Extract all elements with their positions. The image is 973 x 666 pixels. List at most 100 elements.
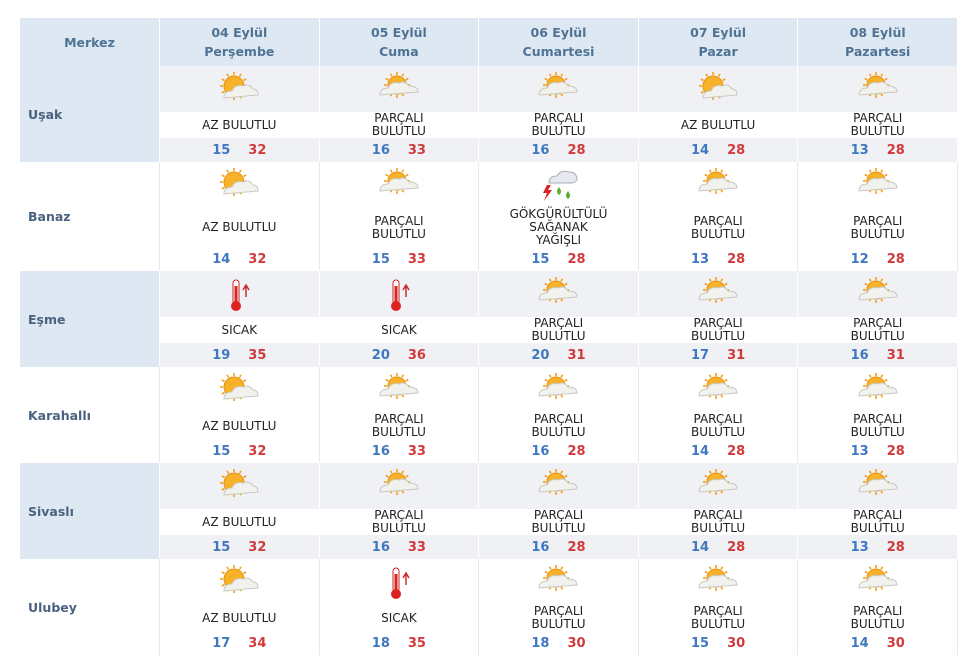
weather-icon — [698, 469, 738, 495]
condition: PARÇALI BULUTLU — [850, 213, 905, 241]
condition: PARÇALI BULUTLU — [850, 508, 905, 535]
min-temp: 15 — [212, 539, 231, 555]
forecast-cell: PARÇALI BULUTLU 15 33 — [320, 162, 480, 271]
location-row: Eşme SICAK 19 35 SICAK 20 36 PARÇALI BULUTLU 20 3… — [20, 271, 958, 367]
min-temp: 14 — [691, 142, 710, 158]
min-temp: 18 — [371, 635, 390, 651]
day-date: 05 Eylül — [370, 25, 427, 40]
icon-area — [160, 367, 319, 413]
icon-area — [479, 271, 638, 317]
condition: AZ BULUTLU — [202, 514, 277, 529]
forecast-cell: PARÇALI BULUTLU 16 28 — [479, 463, 639, 559]
max-temp: 28 — [886, 443, 905, 459]
forecast-cell: AZ BULUTLU 15 32 — [160, 367, 320, 463]
forecast-cell: AZ BULUTLU 15 32 — [160, 463, 320, 559]
icon-area — [479, 367, 638, 413]
weather-icon — [858, 469, 898, 495]
temperatures: 14 28 — [639, 439, 798, 463]
max-temp: 33 — [407, 443, 426, 459]
forecast-cell: PARÇALI BULUTLU 13 28 — [798, 66, 958, 162]
condition: PARÇALI BULUTLU — [850, 111, 905, 138]
location-header: Merkez — [20, 18, 160, 66]
day-name: Cumartesi — [522, 44, 595, 59]
forecast-cell: AZ BULUTLU 15 32 — [160, 66, 320, 162]
weather-icon — [699, 72, 738, 100]
icon-area — [320, 162, 479, 208]
min-temp: 16 — [371, 539, 390, 555]
max-temp: 28 — [886, 539, 905, 555]
location-row: Uşak AZ BULUTLU 15 32 PARÇALI BULUTLU 16 33 PAR… — [20, 66, 958, 162]
min-temp: 12 — [850, 251, 869, 267]
day-header: 07 Eylül Pazar — [639, 18, 799, 66]
max-temp: 28 — [727, 251, 746, 267]
icon-area — [319, 66, 479, 112]
condition: PARÇALI BULUTLU — [371, 412, 426, 439]
day-name: Pazartesi — [845, 44, 911, 59]
min-temp: 13 — [691, 251, 710, 267]
temperatures: 12 28 — [798, 247, 957, 271]
forecast-cell: AZ BULUTLU 14 32 — [160, 162, 320, 271]
forecast-cell: PARÇALI BULUTLU 16 33 — [320, 367, 480, 463]
condition: SICAK — [221, 322, 258, 337]
max-temp: 34 — [248, 635, 267, 651]
forecast-cell: PARÇALI BULUTLU 16 31 — [798, 271, 958, 367]
weather-icon — [538, 72, 578, 98]
condition: AZ BULUTLU — [202, 117, 277, 132]
condition: PARÇALI BULUTLU — [691, 412, 746, 439]
max-temp: 32 — [248, 443, 267, 459]
icon-area — [320, 367, 479, 413]
weather-icon — [698, 373, 738, 399]
weather-icon — [538, 373, 578, 399]
weather-icon — [231, 279, 250, 311]
icon-area — [638, 463, 798, 509]
min-temp: 15 — [371, 251, 390, 267]
icon-area — [638, 66, 798, 112]
icon-area — [319, 271, 479, 317]
min-temp: 16 — [531, 142, 550, 158]
max-temp: 33 — [407, 251, 426, 267]
location-row: Karahallı AZ BULUTLU 15 32 PARÇALI BULUTLU 16… — [20, 367, 958, 463]
temperatures: 19 35 — [160, 343, 319, 367]
day-date: 06 Eylül — [530, 25, 587, 40]
weather-icon — [379, 72, 419, 98]
weather-icon — [220, 373, 259, 401]
icon-area — [479, 66, 638, 112]
temperatures: 15 28 — [479, 247, 638, 271]
condition: PARÇALI BULUTLU — [691, 508, 746, 535]
weather-icon — [538, 469, 578, 495]
condition: AZ BULUTLU — [680, 117, 756, 132]
temperatures: 16 28 — [479, 439, 638, 463]
location-name: Karahallı — [20, 367, 160, 463]
temperatures: 15 32 — [160, 535, 319, 559]
icon-area — [798, 559, 957, 605]
icon-area — [639, 162, 798, 208]
temperatures: 15 30 — [639, 631, 798, 655]
weather-icon — [379, 469, 419, 495]
forecast-cell: PARÇALI BULUTLU 16 33 — [319, 463, 480, 559]
condition: AZ BULUTLU — [202, 418, 277, 433]
min-temp: 13 — [850, 443, 869, 459]
temperatures: 14 30 — [798, 631, 957, 655]
temperatures: 13 28 — [639, 247, 798, 271]
min-temp: 13 — [850, 142, 869, 158]
weather-icon — [858, 277, 898, 303]
icon-area — [319, 463, 479, 509]
weather-icon — [390, 567, 410, 599]
temperatures: 14 28 — [638, 535, 798, 559]
icon-area — [798, 367, 957, 413]
temperatures: 14 28 — [638, 138, 798, 162]
forecast-cell: PARÇALI BULUTLU 16 28 — [479, 66, 639, 162]
icon-area — [798, 162, 957, 208]
min-temp: 14 — [212, 251, 231, 267]
header-row: Merkez 04 Eylül Perşembe 05 Eylül Cuma 06 Ey… — [20, 18, 958, 66]
temperatures: 18 35 — [320, 631, 479, 655]
weather-icon — [379, 168, 419, 194]
temperatures: 16 31 — [798, 343, 957, 367]
temperatures: 13 28 — [798, 138, 957, 162]
weather-icon — [220, 72, 259, 100]
max-temp: 28 — [567, 251, 586, 267]
temperatures: 16 33 — [319, 138, 479, 162]
temperatures: 16 33 — [320, 439, 479, 463]
temperatures: 20 31 — [479, 343, 638, 367]
icon-area — [798, 463, 957, 509]
